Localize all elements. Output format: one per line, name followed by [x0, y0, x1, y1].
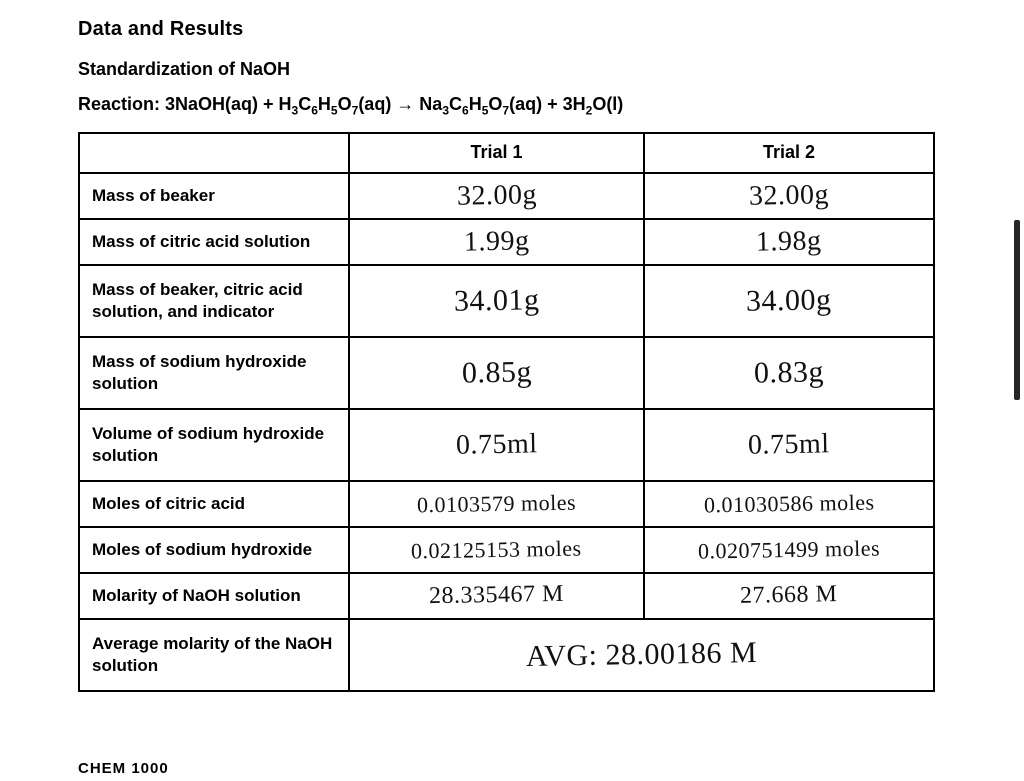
table-row: Volume of sodium hydroxide solution 0.75… [79, 409, 934, 481]
row-label: Mass of beaker [79, 173, 349, 219]
results-table: Trial 1 Trial 2 Mass of beaker 32.00g 32… [78, 132, 935, 692]
table-row: Average molarity of the NaOH solution AV… [79, 619, 934, 691]
header-blank [79, 133, 349, 173]
cell-t2: 0.75ml [644, 409, 934, 481]
header-trial-1: Trial 1 [349, 133, 644, 173]
cell-t2: 27.668 M [644, 573, 934, 619]
handwritten-value: 34.01g [453, 283, 539, 318]
row-label: Moles of sodium hydroxide [79, 527, 349, 573]
cell-t1: 34.01g [349, 265, 644, 337]
cell-t1: 32.00g [349, 173, 644, 219]
handwritten-value: 0.75ml [455, 428, 537, 461]
cell-t2: 32.00g [644, 173, 934, 219]
handwritten-value: 0.02125153 moles [411, 535, 582, 564]
cell-average: AVG: 28.00186 M [349, 619, 934, 691]
scanner-edge-artifact [1014, 220, 1020, 400]
handwritten-value: 0.85g [461, 355, 532, 390]
handwritten-value: 0.75ml [748, 428, 830, 461]
section-subtitle: Standardization of NaOH [78, 59, 1024, 80]
table-row: Mass of citric acid solution 1.99g 1.98g [79, 219, 934, 265]
handwritten-value: 0.020751499 moles [698, 535, 880, 564]
cell-t1: 0.85g [349, 337, 644, 409]
row-label: Moles of citric acid [79, 481, 349, 527]
footer-course-code: CHEM 1000 [78, 760, 169, 777]
cell-t2: 0.020751499 moles [644, 527, 934, 573]
handwritten-value: 32.00g [749, 179, 830, 212]
cell-t1: 28.335467 M [349, 573, 644, 619]
row-label: Average molarity of the NaOH solution [79, 619, 349, 691]
handwritten-value: 1.99g [463, 225, 529, 258]
table-row: Moles of citric acid 0.0103579 moles 0.0… [79, 481, 934, 527]
cell-t1: 0.02125153 moles [349, 527, 644, 573]
cell-t1: 0.75ml [349, 409, 644, 481]
table-row: Mass of beaker 32.00g 32.00g [79, 173, 934, 219]
row-label: Molarity of NaOH solution [79, 573, 349, 619]
row-label: Mass of sodium hydroxide solution [79, 337, 349, 409]
handwritten-value: 32.00g [456, 179, 537, 212]
cell-t1: 1.99g [349, 219, 644, 265]
table-row: Molarity of NaOH solution 28.335467 M 27… [79, 573, 934, 619]
row-label: Mass of citric acid solution [79, 219, 349, 265]
handwritten-value: AVG: 28.00186 M [526, 636, 758, 674]
cell-t2: 34.00g [644, 265, 934, 337]
cell-t2: 0.83g [644, 337, 934, 409]
cell-t2: 1.98g [644, 219, 934, 265]
handwritten-value: 34.00g [746, 283, 832, 318]
reaction-equation: Reaction: 3NaOH(aq) + H3C6H5O7(aq) → Na3… [78, 94, 1024, 118]
handwritten-value: 0.0103579 moles [417, 489, 576, 518]
handwritten-value: 0.83g [754, 355, 825, 390]
table-row: Moles of sodium hydroxide 0.02125153 mol… [79, 527, 934, 573]
table-header-row: Trial 1 Trial 2 [79, 133, 934, 173]
table-row: Mass of beaker, citric acid solution, an… [79, 265, 934, 337]
table-row: Mass of sodium hydroxide solution 0.85g … [79, 337, 934, 409]
handwritten-value: 1.98g [756, 225, 822, 258]
handwritten-value: 28.335467 M [429, 581, 564, 610]
row-label: Mass of beaker, citric acid solution, an… [79, 265, 349, 337]
handwritten-value: 27.668 M [740, 581, 838, 610]
handwritten-value: 0.01030586 moles [704, 489, 875, 518]
reaction-prefix: Reaction: [78, 94, 165, 114]
cell-t2: 0.01030586 moles [644, 481, 934, 527]
row-label: Volume of sodium hydroxide solution [79, 409, 349, 481]
header-trial-2: Trial 2 [644, 133, 934, 173]
page-title: Data and Results [78, 18, 1024, 41]
cell-t1: 0.0103579 moles [349, 481, 644, 527]
